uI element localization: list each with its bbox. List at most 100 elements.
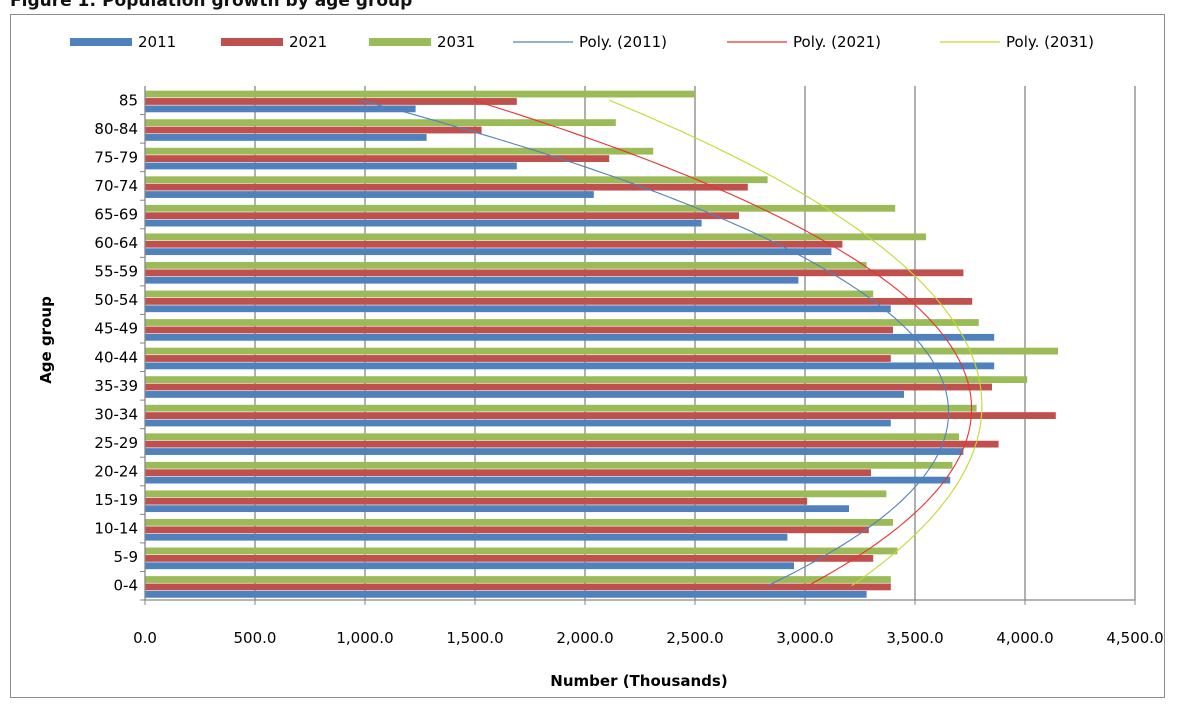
trendlines: [360, 99, 983, 587]
y-tick-label: 60-64: [94, 234, 138, 252]
bar-2011-35-39: [145, 391, 904, 398]
legend-item-Poly-2011: Poly. (2011): [513, 33, 667, 51]
y-tick-label: 80-84: [94, 120, 138, 138]
legend-label: 2011: [138, 33, 176, 51]
y-tick-label: 75-79: [94, 148, 138, 166]
legend-item-2011: 2011: [70, 33, 176, 51]
bar-2031-10-14: [145, 519, 893, 526]
y-tick-label: 55-59: [94, 263, 138, 281]
y-tick-label: 35-39: [94, 377, 138, 395]
bar-2031-80-84: [145, 119, 616, 127]
bar-2031-60-64: [145, 233, 926, 241]
bar-2011-60-64: [145, 248, 832, 256]
legend-label: Poly. (2031): [1006, 33, 1094, 51]
bar-2021-45-49: [145, 326, 893, 334]
bar-2011-70-74: [145, 191, 594, 198]
x-tick-label: 3,500.0: [886, 629, 943, 647]
y-tick-label: 0-4: [114, 577, 139, 595]
x-tick-label: 0.0: [133, 629, 157, 647]
y-tick-label: 70-74: [94, 177, 138, 195]
x-tick-label: 4,000.0: [996, 629, 1053, 647]
bar-2031-85: [145, 90, 695, 98]
bars: [145, 90, 1058, 598]
bar-2031-25-29: [145, 433, 959, 441]
bar-2031-40-44: [145, 347, 1058, 355]
bar-2011-10-14: [145, 533, 788, 541]
trendline-2021: [473, 99, 973, 587]
y-tick-label: 5-9: [114, 548, 139, 566]
bar-2021-25-29: [145, 440, 999, 448]
bar-2031-70-74: [145, 176, 768, 184]
x-tick-label: 2,500.0: [666, 629, 723, 647]
legend-swatch: [369, 38, 431, 46]
legend-label: 2031: [437, 33, 475, 51]
legend-swatch: [70, 38, 132, 46]
legend-item-2021: 2021: [221, 33, 327, 51]
bar-2031-45-49: [145, 319, 979, 326]
bar-2021-5-9: [145, 554, 874, 562]
bar-2011-25-29: [145, 448, 964, 455]
y-tick-label: 10-14: [94, 520, 138, 538]
bar-2011-15-19: [145, 505, 849, 513]
legend-label: Poly. (2021): [793, 33, 881, 51]
bar-2011-5-9: [145, 562, 794, 570]
legend-swatch: [221, 38, 283, 46]
bar-2031-15-19: [145, 490, 887, 498]
x-tick-label: 1,000.0: [336, 629, 393, 647]
x-tick-label: 2,000.0: [556, 629, 613, 647]
trendline-2011: [360, 99, 950, 587]
bar-2031-55-59: [145, 262, 867, 269]
legend-item-2031: 2031: [369, 33, 475, 51]
bar-2031-30-34: [145, 404, 977, 412]
bar-2031-20-24: [145, 461, 953, 469]
y-tick-label: 50-54: [94, 291, 138, 309]
gridlines: [140, 86, 1136, 605]
chart-title: Figure 1: Population growth by age group: [10, 0, 413, 11]
bar-2011-45-49: [145, 333, 995, 341]
bar-2021-40-44: [145, 355, 891, 362]
bar-2021-0-4: [145, 583, 891, 591]
bar-2011-65-69: [145, 219, 702, 227]
bar-2031-75-79: [145, 147, 654, 155]
legend-item-Poly-2031: Poly. (2031): [940, 33, 1094, 51]
y-tick-labels: 0-4 5-9 10-14 15-19 20-24 25-29 30-34 35-39 40-4…: [94, 91, 138, 594]
y-tick-label: 85: [119, 91, 138, 109]
bar-2021-50-54: [145, 297, 973, 305]
bar-2021-85: [145, 98, 517, 105]
bar-2021-55-59: [145, 269, 964, 277]
x-tick-label: 1,500.0: [446, 629, 503, 647]
y-axis-title: Age group: [37, 296, 55, 384]
bar-2011-0-4: [145, 590, 867, 598]
bar-2021-70-74: [145, 183, 748, 191]
bar-2031-35-39: [145, 376, 1028, 384]
legend-label: Poly. (2011): [579, 33, 667, 51]
y-tick-label: 40-44: [94, 348, 138, 366]
bar-2021-80-84: [145, 126, 482, 134]
bar-2011-75-79: [145, 162, 517, 170]
trendline-2031: [609, 99, 983, 587]
bar-2021-20-24: [145, 469, 871, 477]
bar-2021-30-34: [145, 412, 1056, 419]
bar-2011-20-24: [145, 476, 951, 484]
bar-2011-85: [145, 105, 416, 113]
y-tick-label: 20-24: [94, 463, 138, 481]
x-axis-title: Number (Thousands): [550, 672, 727, 690]
bar-2021-60-64: [145, 240, 843, 248]
x-tick-label: 4,500.0: [1106, 629, 1163, 647]
x-tick-labels: 0.0 500.0 1,000.0 1,500.0 2,000.0 2,500.0 3,00…: [133, 629, 1164, 647]
y-tick-label: 65-69: [94, 206, 138, 224]
legend-item-Poly-2021: Poly. (2021): [727, 33, 881, 51]
bar-2021-65-69: [145, 212, 739, 220]
y-tick-label: 45-49: [94, 320, 138, 338]
legend-label: 2021: [289, 33, 327, 51]
bar-2031-50-54: [145, 290, 874, 298]
bar-2011-30-34: [145, 419, 891, 427]
bar-2011-40-44: [145, 362, 995, 370]
bar-2021-35-39: [145, 383, 992, 391]
bar-2021-10-14: [145, 526, 869, 534]
x-tick-label: 3,000.0: [776, 629, 833, 647]
bar-2031-0-4: [145, 576, 891, 583]
legend: 2011 2021 2031 Poly. (2011) Poly. (2021) Poly…: [70, 33, 1094, 51]
chart-title-strip: Figure 1: Population growth by age group: [0, 0, 1179, 14]
